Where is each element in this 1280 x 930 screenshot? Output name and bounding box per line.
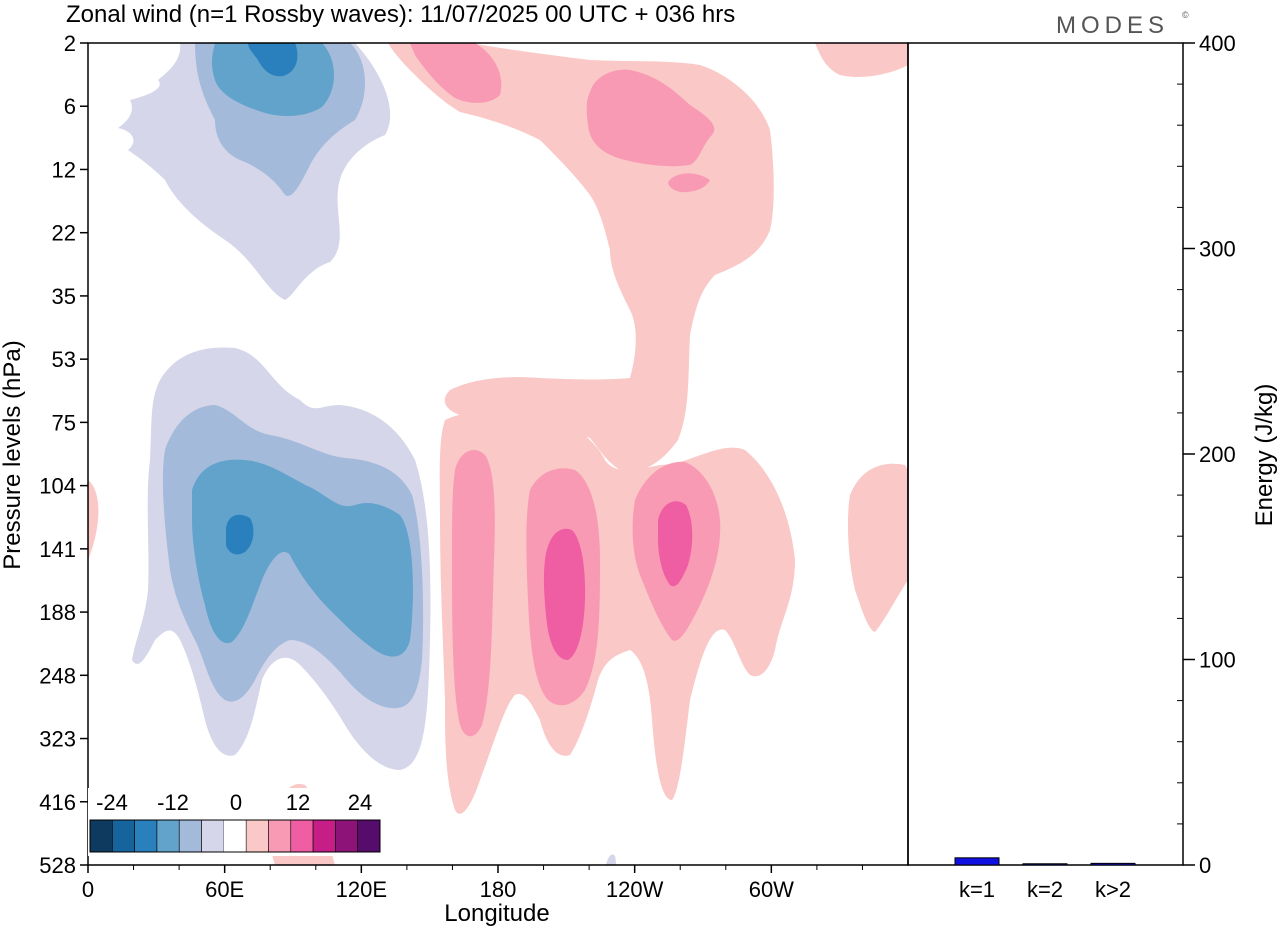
x-axis-title: Longitude <box>444 900 549 927</box>
contour-pos-lower-level-3 <box>543 528 586 660</box>
colorbar-label: -12 <box>157 790 189 815</box>
colorbar-swatch <box>156 819 180 853</box>
colorbar-label: 12 <box>286 790 310 815</box>
energy-bar-label: k=1 <box>959 877 995 902</box>
contour-neg-lower-level-3 <box>192 459 413 657</box>
x-tick-label: 120E <box>336 877 387 902</box>
y-tick-label: 528 <box>39 853 76 878</box>
contour-neg-lower-level-4 <box>226 514 254 555</box>
colorbar: -24 -12 0 12 24 <box>88 788 382 856</box>
contour-pos-upper-level-1b <box>815 43 908 77</box>
energy-bar <box>1022 863 1068 866</box>
contour-pos-upper-level-2b <box>410 43 502 103</box>
energy-tick-label: 400 <box>1199 31 1236 56</box>
energy-bar <box>954 857 1000 866</box>
colorbar-swatch <box>178 819 202 853</box>
colorbar-swatch <box>312 819 336 853</box>
energy-axis-title: Energy (J/kg) <box>1251 384 1278 527</box>
contour-pos-lower-level-1c <box>88 480 99 560</box>
brand-logo: MODES <box>1056 12 1169 39</box>
colorbar-swatch <box>268 819 292 853</box>
x-tick-label: 180 <box>480 877 517 902</box>
x-tick-label: 60W <box>749 877 794 902</box>
y-tick-label: 416 <box>39 790 76 815</box>
y-tick-label: 22 <box>52 221 76 246</box>
y-tick-label: 12 <box>52 157 76 182</box>
y-tick-label: 248 <box>39 663 76 688</box>
chart-title: Zonal wind (n=1 Rossby waves): 11/07/202… <box>66 1 735 28</box>
y-axis-pressure: 2 6 12 22 35 53 75 104 141 188 248 323 416 528 <box>39 31 88 878</box>
colorbar-label: 24 <box>348 790 372 815</box>
brand-copyright-mark: © <box>1182 10 1189 20</box>
x-tick-label: 60E <box>205 877 244 902</box>
colorbar-swatch <box>89 819 113 853</box>
y-tick-label: 6 <box>64 94 76 119</box>
contour-neg-upper-level-4 <box>248 43 298 77</box>
contour-pos-upper-level-2c <box>668 173 710 193</box>
colorbar-swatch <box>335 819 358 853</box>
energy-bar <box>1090 862 1136 866</box>
y-tick-label: 141 <box>39 537 76 562</box>
energy-tick-label: 200 <box>1199 442 1236 467</box>
contour-pos-lower-level-3b <box>658 501 693 587</box>
energy-axis: 0 100 200 300 400 <box>1177 31 1236 878</box>
energy-panel-frame <box>907 42 1184 866</box>
colorbar-label: -24 <box>96 790 128 815</box>
colorbar-swatch <box>201 819 225 853</box>
energy-bar-label: k>2 <box>1095 877 1131 902</box>
y-tick-label: 53 <box>52 347 76 372</box>
contour-pos-lower-level-1 <box>439 410 795 814</box>
colorbar-swatch <box>357 819 381 853</box>
x-tick-label: 0 <box>82 877 94 902</box>
contour-pos-lower-level-1e <box>606 854 616 865</box>
contour-field <box>88 43 908 865</box>
colorbar-swatch <box>134 819 158 853</box>
energy-bar-label: k=2 <box>1027 877 1063 902</box>
y-tick-label: 75 <box>52 410 76 435</box>
colorbar-swatch <box>245 819 269 853</box>
colorbar-swatch <box>290 819 314 853</box>
contour-pos-upper-level-1 <box>388 43 774 472</box>
x-tick-label: 120W <box>606 877 664 902</box>
energy-bars: k=1 k=2 k>2 <box>954 857 1136 902</box>
colorbar-label: 0 <box>230 790 242 815</box>
contour-pos-lower-level-2 <box>452 450 495 737</box>
colorbar-swatch <box>223 820 247 852</box>
y-tick-label: 323 <box>39 727 76 752</box>
energy-tick-label: 0 <box>1199 853 1211 878</box>
y-tick-label: 188 <box>39 600 76 625</box>
y-tick-label: 2 <box>64 31 76 56</box>
y-axis-title: Pressure levels (hPa) <box>0 340 26 569</box>
y-tick-label: 35 <box>52 284 76 309</box>
contour-pos-lower-level-1b <box>847 463 908 632</box>
colorbar-frame <box>89 819 381 853</box>
energy-tick-label: 100 <box>1199 648 1236 673</box>
energy-tick-label: 300 <box>1199 237 1236 262</box>
colorbar-swatch <box>112 819 135 853</box>
contour-pos-upper-level-2 <box>586 69 715 167</box>
y-tick-label: 104 <box>39 474 76 499</box>
contour-neg-upper-level-3 <box>211 43 334 117</box>
x-axis-longitude: 0 60E 120E 180 120W 60W <box>82 865 863 902</box>
